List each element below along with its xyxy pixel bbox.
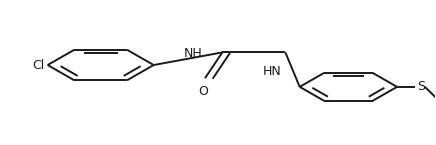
Text: NH: NH <box>184 47 203 60</box>
Text: HN: HN <box>263 65 282 78</box>
Text: S: S <box>418 80 426 93</box>
Text: O: O <box>198 85 208 98</box>
Text: Cl: Cl <box>32 59 44 71</box>
